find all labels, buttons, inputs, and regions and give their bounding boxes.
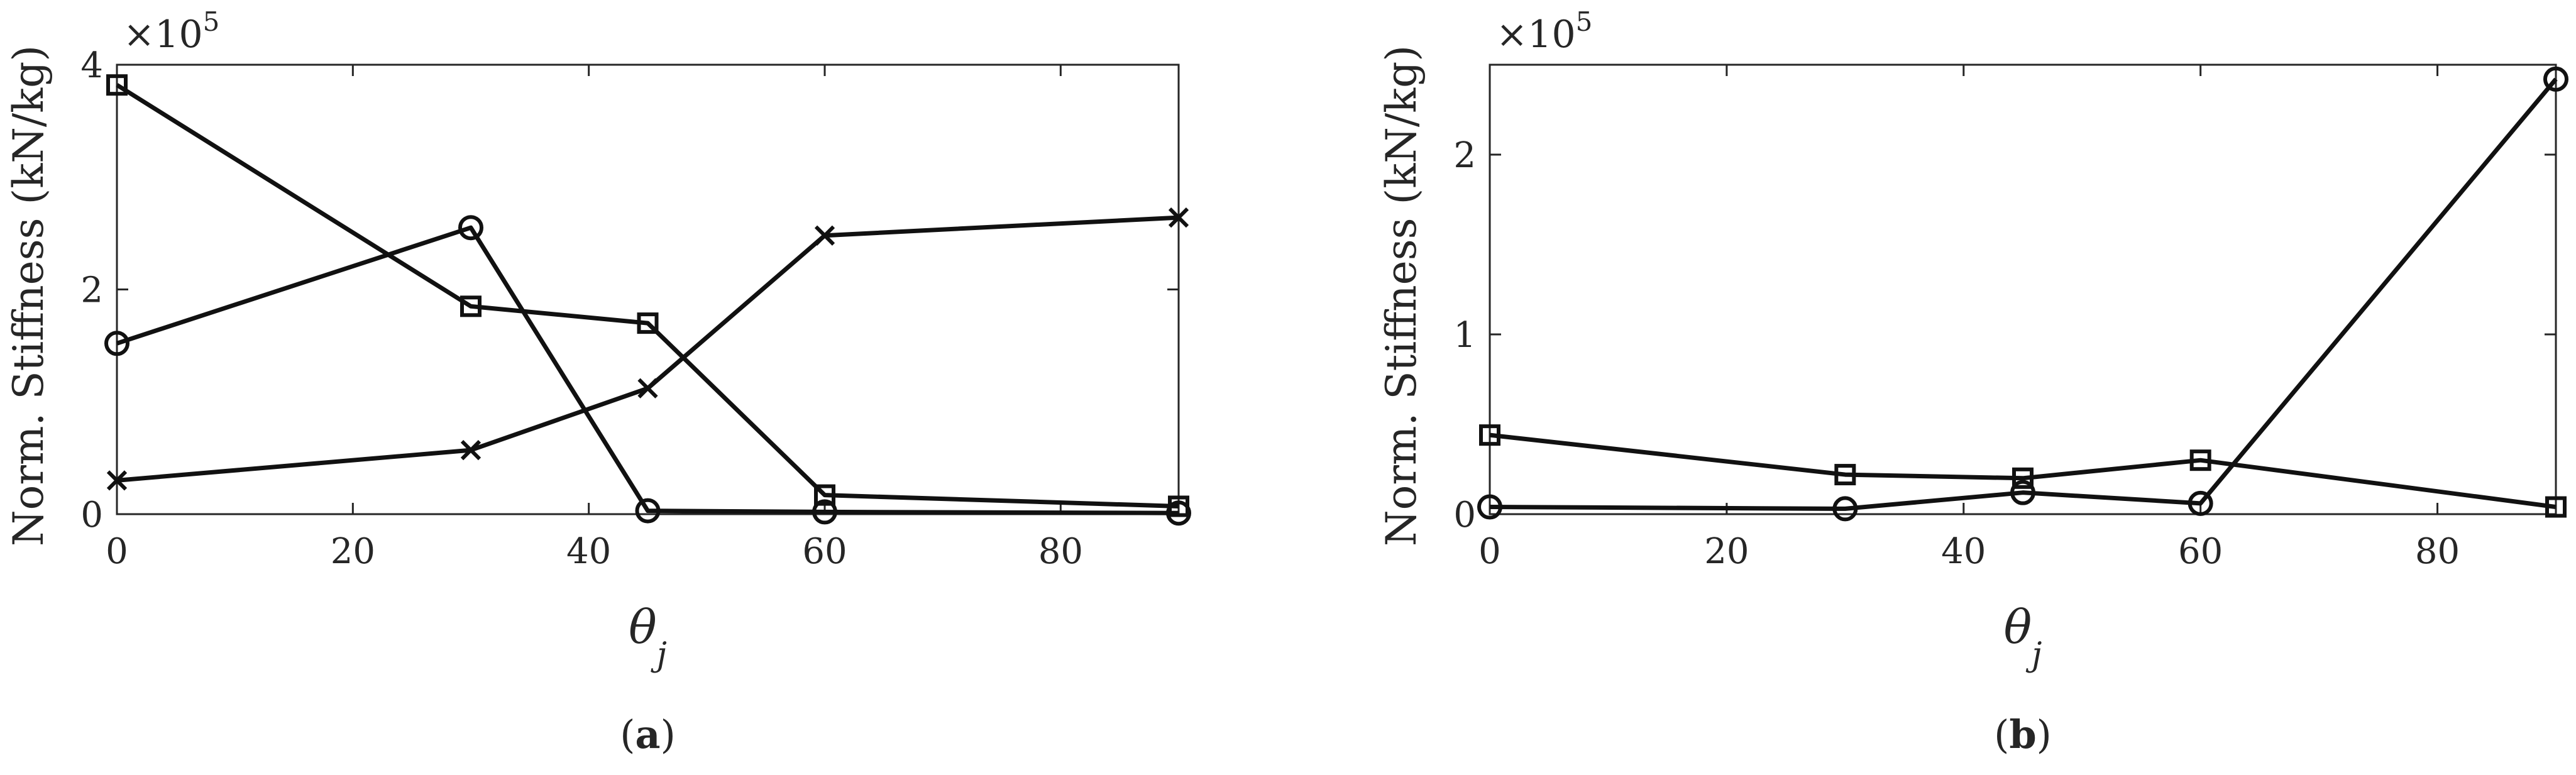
y-exponent-label: ×105 — [123, 6, 219, 57]
x-axis-label: θj — [629, 600, 667, 674]
data-point-square — [1834, 464, 1856, 486]
x-tick-label: 80 — [1038, 531, 1083, 572]
data-point-square — [106, 74, 128, 96]
x-tick-label: 60 — [802, 531, 847, 572]
panel-caption: (a) — [620, 712, 676, 757]
data-point-square — [2189, 449, 2211, 471]
data-point-circle — [2188, 490, 2213, 516]
series-line — [1489, 77, 2558, 511]
x-tick-label: 40 — [1941, 531, 1986, 572]
y-exponent-label: ×105 — [1496, 6, 1592, 57]
data-point-circle — [635, 498, 661, 524]
x-tick-label: 80 — [2415, 531, 2460, 572]
chart-panel-a: 0 20 40 60 80 0 2 4 ×105 Norm. Stiffness (kN/kg) θ… — [4, 6, 1191, 757]
data-point-circle — [458, 215, 483, 241]
series-line — [116, 83, 1179, 508]
x-axis-label: θj — [2004, 600, 2042, 674]
data-point-x — [814, 225, 835, 246]
x-tick-label: 0 — [1478, 531, 1501, 572]
data-point-x — [1168, 207, 1189, 228]
y-tick-label: 1 — [1453, 315, 1476, 356]
data-point-circle — [2010, 480, 2035, 505]
data-point-circle — [2543, 66, 2568, 92]
data-point-circle — [1832, 496, 1858, 522]
series-square — [1479, 424, 2567, 518]
series-x — [106, 207, 1189, 491]
x-tick-label: 20 — [1704, 531, 1749, 572]
series-circle — [1477, 66, 2568, 522]
series-line — [116, 215, 1179, 483]
data-point-x — [637, 378, 658, 398]
series-line — [1489, 432, 2557, 510]
series-circle — [104, 215, 1191, 526]
series-square — [106, 74, 1189, 517]
data-point-square — [637, 312, 659, 334]
x-tick-label: 40 — [566, 531, 611, 572]
y-tick-label: 2 — [80, 270, 103, 311]
y-tick-label: 2 — [1453, 135, 1476, 176]
series-line — [116, 225, 1179, 515]
data-point-square — [2545, 496, 2567, 518]
x-tick-label: 60 — [2178, 531, 2223, 572]
plot-frame — [1489, 63, 2557, 515]
y-tick-label: 0 — [1453, 495, 1476, 536]
data-point-square — [2012, 467, 2034, 489]
y-axis-label: Norm. Stiffness (kN/kg) — [1377, 45, 1426, 546]
panel-caption: (b) — [1994, 712, 2052, 757]
data-point-circle — [1477, 494, 1502, 520]
data-point-square — [814, 484, 835, 506]
x-tick-label: 0 — [106, 531, 128, 572]
y-axis-label: Norm. Stiffness (kN/kg) — [4, 45, 53, 546]
data-point-circle — [812, 499, 837, 525]
data-point-x — [106, 470, 128, 491]
y-tick-label: 0 — [80, 495, 103, 536]
chart-panel-b: 0 20 40 60 80 0 1 2 ×105 Norm. Stiffness (kN/kg) θ… — [1377, 6, 2568, 757]
data-point-circle — [1166, 500, 1191, 526]
x-tick-label: 20 — [331, 531, 375, 572]
data-point-square — [1479, 424, 1500, 446]
data-point-circle — [104, 331, 129, 356]
data-point-x — [460, 439, 482, 461]
y-tick-label: 4 — [80, 45, 103, 86]
data-point-square — [460, 295, 482, 317]
